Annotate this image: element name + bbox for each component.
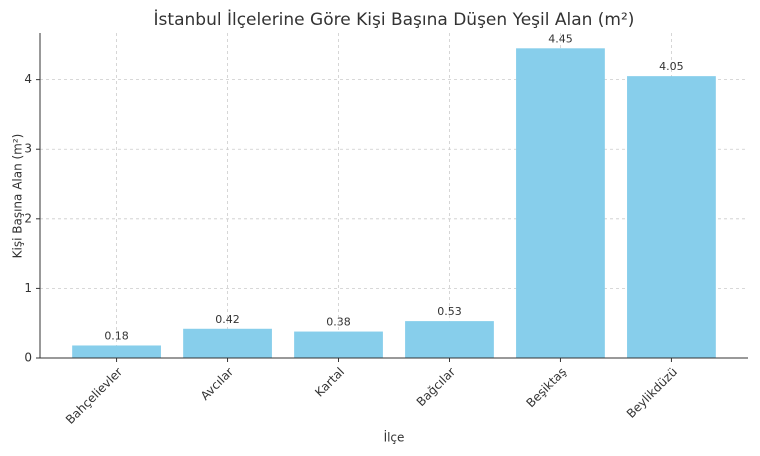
bar [183, 328, 272, 358]
bar [627, 76, 716, 358]
y-tick-label: 1 [24, 281, 32, 295]
x-tick-label: Kartal [312, 365, 347, 400]
x-tick-label: Bağcılar [414, 365, 458, 409]
bar [294, 331, 383, 358]
y-tick-label: 3 [24, 142, 32, 156]
value-label: 4.45 [548, 32, 573, 45]
chart-title: İstanbul İlçelerine Göre Kişi Başına Düş… [154, 9, 635, 30]
x-tick-label: Beşiktaş [523, 365, 569, 411]
bar [72, 345, 161, 358]
bar [405, 321, 494, 358]
x-tick-label: Avcılar [198, 365, 236, 403]
value-label: 0.18 [104, 329, 129, 342]
value-label: 0.38 [326, 316, 351, 329]
y-tick-label: 2 [24, 211, 32, 225]
y-tick-label: 0 [24, 351, 32, 365]
x-tick-label: Beylikdüzü [624, 365, 680, 421]
value-label: 0.42 [215, 313, 240, 326]
bar [516, 48, 605, 359]
value-label: 0.53 [437, 305, 462, 318]
value-label: 4.05 [659, 60, 684, 73]
x-axis-label: İlçe [384, 430, 405, 445]
x-tick-label: Bahçelievler [63, 365, 125, 427]
y-tick-label: 4 [24, 72, 32, 86]
y-axis-label: Kişi Başına Alan (m²) [11, 134, 25, 259]
